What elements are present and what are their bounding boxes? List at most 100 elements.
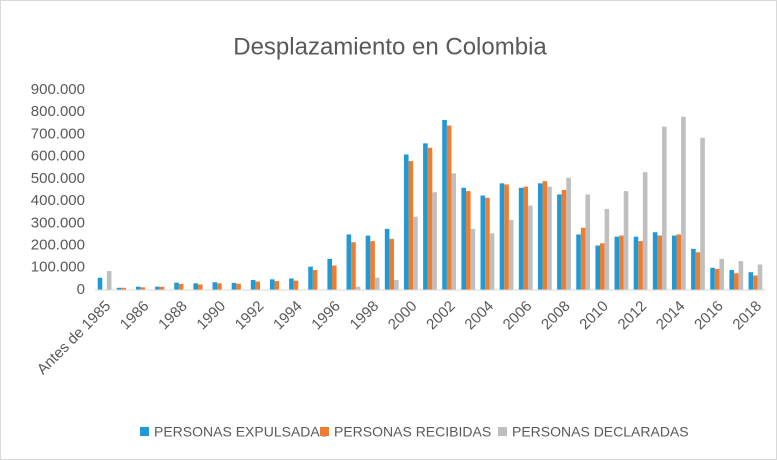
bar <box>384 228 390 290</box>
bar <box>537 183 543 290</box>
y-tick-label: 800.000 <box>31 103 85 120</box>
bar <box>370 241 375 290</box>
bar <box>308 266 313 290</box>
bar <box>289 278 294 290</box>
bar <box>753 275 758 290</box>
bar <box>710 267 715 290</box>
bar <box>547 186 552 290</box>
bar <box>523 186 529 290</box>
bar <box>212 282 218 290</box>
bar <box>155 286 160 290</box>
bar <box>580 227 586 290</box>
bar <box>394 280 399 290</box>
bar <box>461 187 466 290</box>
bar <box>619 235 624 290</box>
bar <box>174 282 179 290</box>
bar <box>623 191 629 290</box>
y-tick-label: 100.000 <box>31 259 85 276</box>
bar <box>542 181 548 290</box>
bar <box>365 235 371 290</box>
bar <box>403 154 409 290</box>
y-tick-label: 200.000 <box>31 237 85 254</box>
bar <box>106 271 112 290</box>
bar <box>446 125 452 290</box>
bar <box>116 287 122 290</box>
bar <box>178 284 184 290</box>
bar <box>480 195 486 290</box>
bar <box>528 205 533 290</box>
bar <box>518 187 524 290</box>
bar <box>193 283 198 290</box>
bar <box>700 137 705 290</box>
bar <box>642 172 648 290</box>
bar <box>595 245 600 290</box>
bar <box>738 261 744 290</box>
bar <box>312 270 318 290</box>
bar <box>413 216 418 290</box>
bar <box>657 235 663 290</box>
bar <box>135 286 141 290</box>
bar <box>614 236 620 290</box>
bar <box>638 241 643 290</box>
bar <box>676 234 682 290</box>
bar <box>389 238 395 290</box>
bar <box>97 277 103 290</box>
bar <box>714 268 720 290</box>
bar <box>197 284 203 290</box>
bar <box>748 272 754 290</box>
bar <box>250 280 256 290</box>
bar <box>465 191 471 290</box>
legend-label: PERSONAS RECIBIDAS <box>334 424 491 440</box>
y-tick-label: 500.000 <box>31 170 85 187</box>
bar <box>561 190 567 290</box>
bar <box>566 177 571 290</box>
legend-swatch <box>320 427 329 436</box>
bar <box>508 220 514 290</box>
bar <box>255 281 261 290</box>
y-tick-label: 700.000 <box>31 125 85 142</box>
bar <box>652 232 658 290</box>
bar <box>557 194 562 290</box>
bar <box>217 283 222 290</box>
bar <box>633 236 639 290</box>
y-tick-label: 900.000 <box>31 81 85 98</box>
bar <box>499 183 505 290</box>
bar <box>733 273 739 290</box>
bar <box>504 184 509 290</box>
bar <box>432 192 437 290</box>
y-tick-label: 0 <box>77 281 85 298</box>
bar <box>489 233 495 290</box>
y-tick-label: 400.000 <box>31 192 85 209</box>
bar <box>331 265 337 290</box>
bar <box>374 277 380 290</box>
bar <box>485 197 490 290</box>
bar <box>140 287 146 290</box>
bar <box>121 287 127 290</box>
bar <box>757 264 763 290</box>
bar <box>576 234 581 290</box>
bar <box>604 208 610 290</box>
legend-label: PERSONAS EXPULSADAS <box>154 424 329 440</box>
bar <box>236 283 241 290</box>
bar <box>159 286 165 290</box>
bar <box>451 173 457 290</box>
bar <box>355 286 361 290</box>
bar <box>585 194 591 290</box>
bar <box>408 161 414 290</box>
bar <box>231 282 237 290</box>
bar <box>662 126 667 291</box>
legend-swatch <box>498 427 507 436</box>
bar <box>470 228 476 290</box>
bar <box>671 235 677 290</box>
chart-title: Desplazamiento en Colombia <box>233 33 547 60</box>
bar <box>327 258 332 290</box>
bar <box>695 252 701 290</box>
bar <box>274 281 280 290</box>
bar <box>599 243 605 290</box>
bar <box>427 147 433 290</box>
y-tick-label: 300.000 <box>31 214 85 231</box>
bar <box>423 143 428 290</box>
legend-swatch <box>140 427 149 436</box>
bar <box>729 270 734 290</box>
